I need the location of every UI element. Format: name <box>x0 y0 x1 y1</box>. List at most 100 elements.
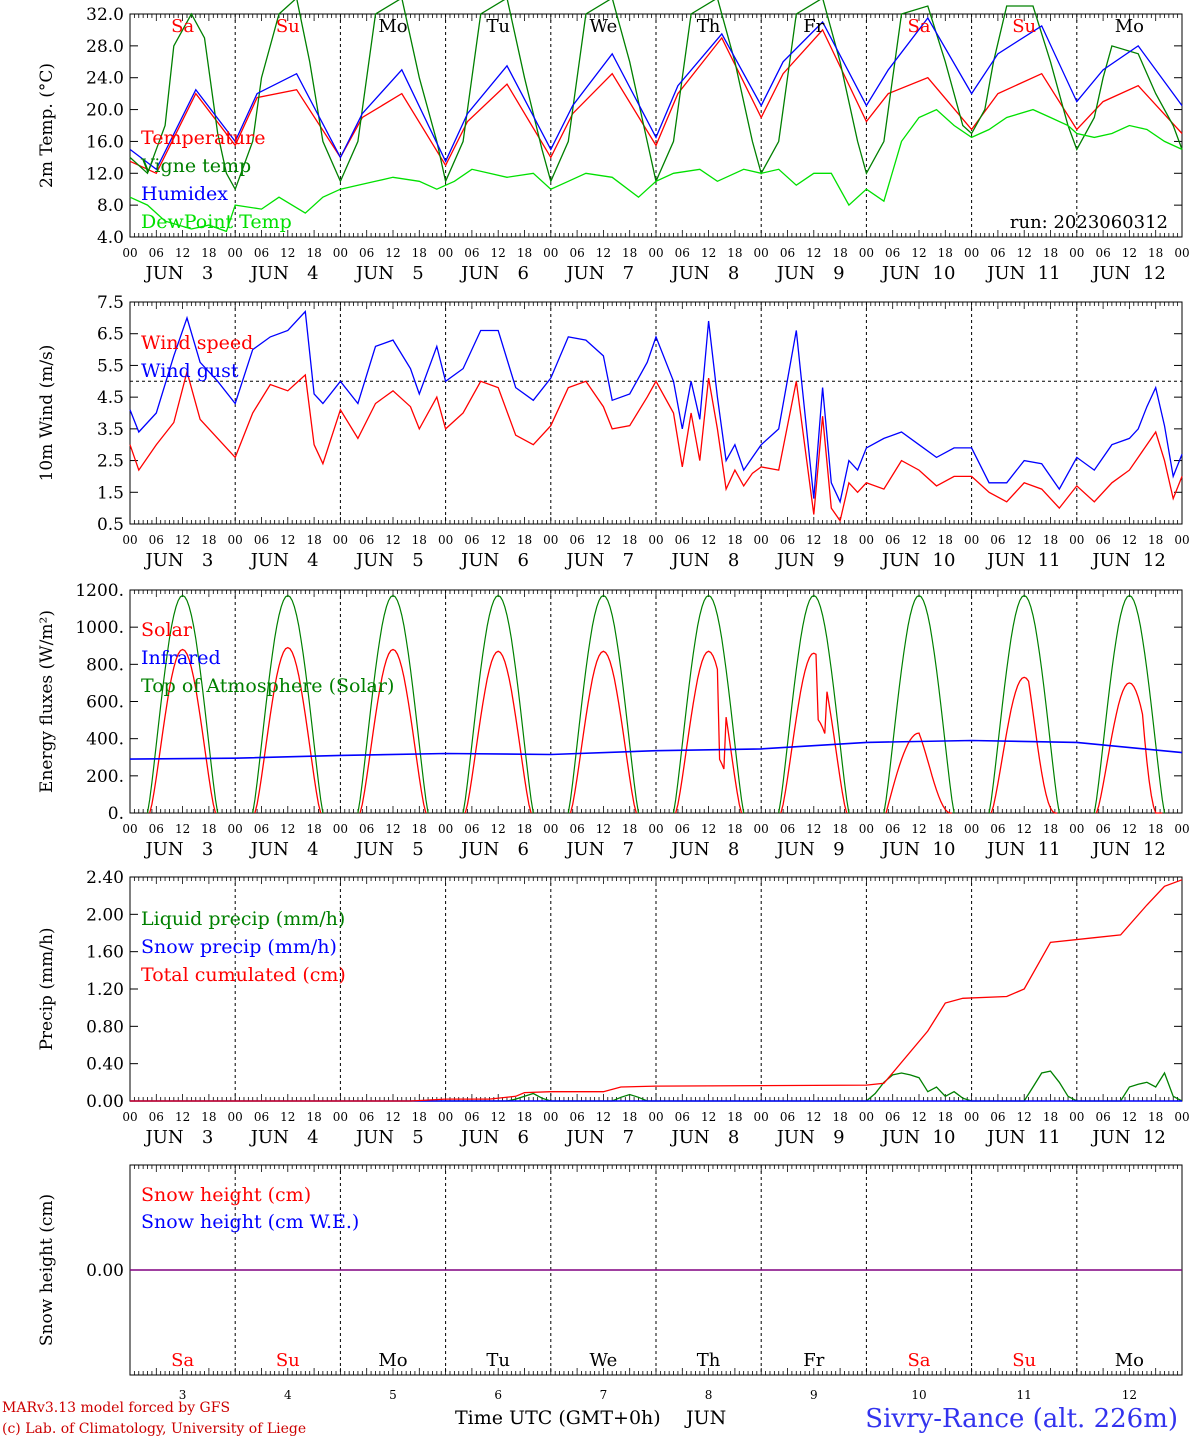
weekday-label: We <box>590 1350 618 1371</box>
y-tick-label: 32.0 <box>86 5 124 25</box>
hour-tick-label: 18 <box>727 246 742 260</box>
y-tick-label: 4.5 <box>97 388 124 408</box>
hour-tick-label: 12 <box>175 533 190 547</box>
hour-tick-label: 00 <box>228 246 243 260</box>
date-month-label: JUN <box>1090 1127 1130 1148</box>
hour-tick-label: 06 <box>990 246 1005 260</box>
hour-tick-label: 06 <box>675 533 690 547</box>
weekday-label: Su <box>276 1350 300 1371</box>
date-day-label: 4 <box>307 839 318 860</box>
date-month-label: JUN <box>459 1127 499 1148</box>
hour-tick-label: 06 <box>254 822 269 836</box>
vigne-temp-line <box>129 0 1183 191</box>
hour-tick-label: 00 <box>754 1110 769 1124</box>
hour-tick-label: 12 <box>701 246 716 260</box>
hour-tick-label: 00 <box>859 1110 874 1124</box>
date-day-label: 10 <box>933 1127 956 1148</box>
hour-tick-label: 12 <box>911 822 926 836</box>
hour-tick-label: 12 <box>385 1110 400 1124</box>
wind-speed-line <box>129 369 1183 523</box>
date-day-label: 11 <box>1038 1127 1061 1148</box>
date-day-label: 9 <box>833 839 844 860</box>
hour-tick-label: 00 <box>1174 822 1189 836</box>
weekday-label: Sa <box>171 16 194 37</box>
date-month-label: JUN <box>144 839 184 860</box>
chart-panel-3: 0. 200. 400. 600. 800. 1000. 1200. Energy fluxe… <box>37 581 1190 860</box>
hour-tick-label: 00 <box>543 822 558 836</box>
hour-tick-label: 12 <box>385 533 400 547</box>
date-month-label: JUN <box>249 550 289 571</box>
y-tick-label: 400. <box>86 730 124 750</box>
hour-tick-label: 06 <box>569 822 584 836</box>
hour-tick-label: 00 <box>438 533 453 547</box>
date-day-label: 4 <box>307 263 318 284</box>
toa-solar-line <box>883 594 955 814</box>
date-month-label: JUN <box>144 1127 184 1148</box>
hour-tick-label: 06 <box>780 822 795 836</box>
hour-tick-label: 06 <box>675 1110 690 1124</box>
date-month-label: JUN <box>775 839 815 860</box>
hour-tick-label: 00 <box>333 1110 348 1124</box>
hour-tick-label: 06 <box>149 533 164 547</box>
hour-tick-label: 06 <box>1095 1110 1110 1124</box>
legend-entry: Wind speed <box>141 332 253 354</box>
toa-solar-line <box>462 594 534 814</box>
hour-tick-label: 18 <box>938 533 953 547</box>
weekday-label: Su <box>1012 1350 1036 1371</box>
hour-tick-label: 00 <box>1174 533 1189 547</box>
hour-tick-label: 06 <box>359 246 374 260</box>
hour-tick-label: 00 <box>543 533 558 547</box>
hour-tick-label: 00 <box>754 822 769 836</box>
hour-tick-label: 06 <box>464 822 479 836</box>
hour-tick-label: 12 <box>385 822 400 836</box>
hour-tick-label: 06 <box>254 246 269 260</box>
weekday-label: Sa <box>171 1350 194 1371</box>
date-day-label: 3 <box>202 1127 213 1148</box>
hour-tick-label: 00 <box>964 246 979 260</box>
hour-tick-label: 18 <box>938 246 953 260</box>
weekday-label: We <box>590 16 618 37</box>
hour-tick-label: 12 <box>175 246 190 260</box>
hour-tick-label: 18 <box>412 246 427 260</box>
y-tick-label: 600. <box>86 693 124 713</box>
date-month-label: JUN <box>1090 263 1130 284</box>
hour-tick-label: 18 <box>727 822 742 836</box>
weekday-label: Tu <box>486 16 510 37</box>
solar-line <box>780 652 848 814</box>
hour-tick-label: 00 <box>648 533 663 547</box>
hour-tick-label: 18 <box>306 246 321 260</box>
solar-line <box>990 676 1058 814</box>
y-tick-label: 16.0 <box>86 132 124 152</box>
hour-tick-label: 18 <box>517 246 532 260</box>
hour-tick-label: 18 <box>1043 533 1058 547</box>
hour-tick-label: 00 <box>122 533 137 547</box>
hour-tick-label: 06 <box>569 533 584 547</box>
hour-tick-label: 00 <box>964 1110 979 1124</box>
hour-tick-label: 00 <box>228 533 243 547</box>
hour-tick-label: 18 <box>306 1110 321 1124</box>
date-day-label: 5 <box>412 263 423 284</box>
date-month-label: JUN <box>459 550 499 571</box>
date-month-label: JUN <box>670 839 710 860</box>
hour-tick-label: 06 <box>780 533 795 547</box>
hour-tick-label: 00 <box>1174 246 1189 260</box>
y-tick-label: 0. <box>108 804 124 824</box>
hour-tick-label: 00 <box>754 246 769 260</box>
hour-tick-label: 18 <box>622 822 637 836</box>
hour-tick-label: 00 <box>1069 822 1084 836</box>
day-number-label: 8 <box>705 1388 713 1402</box>
date-month-label: JUN <box>459 839 499 860</box>
weekday-label: Mo <box>378 1350 407 1371</box>
y-tick-label: 5.5 <box>97 356 124 376</box>
hour-tick-label: 12 <box>596 533 611 547</box>
date-day-label: 11 <box>1038 550 1061 571</box>
date-month-label: JUN <box>1090 550 1130 571</box>
hour-tick-label: 12 <box>806 533 821 547</box>
date-day-label: 12 <box>1143 1127 1166 1148</box>
weekday-label: Sa <box>907 16 930 37</box>
hour-tick-label: 06 <box>780 1110 795 1124</box>
y-tick-label: 28.0 <box>86 37 124 57</box>
date-month-label: JUN <box>564 839 604 860</box>
toa-solar-line <box>988 594 1060 814</box>
hour-tick-label: 18 <box>201 822 216 836</box>
